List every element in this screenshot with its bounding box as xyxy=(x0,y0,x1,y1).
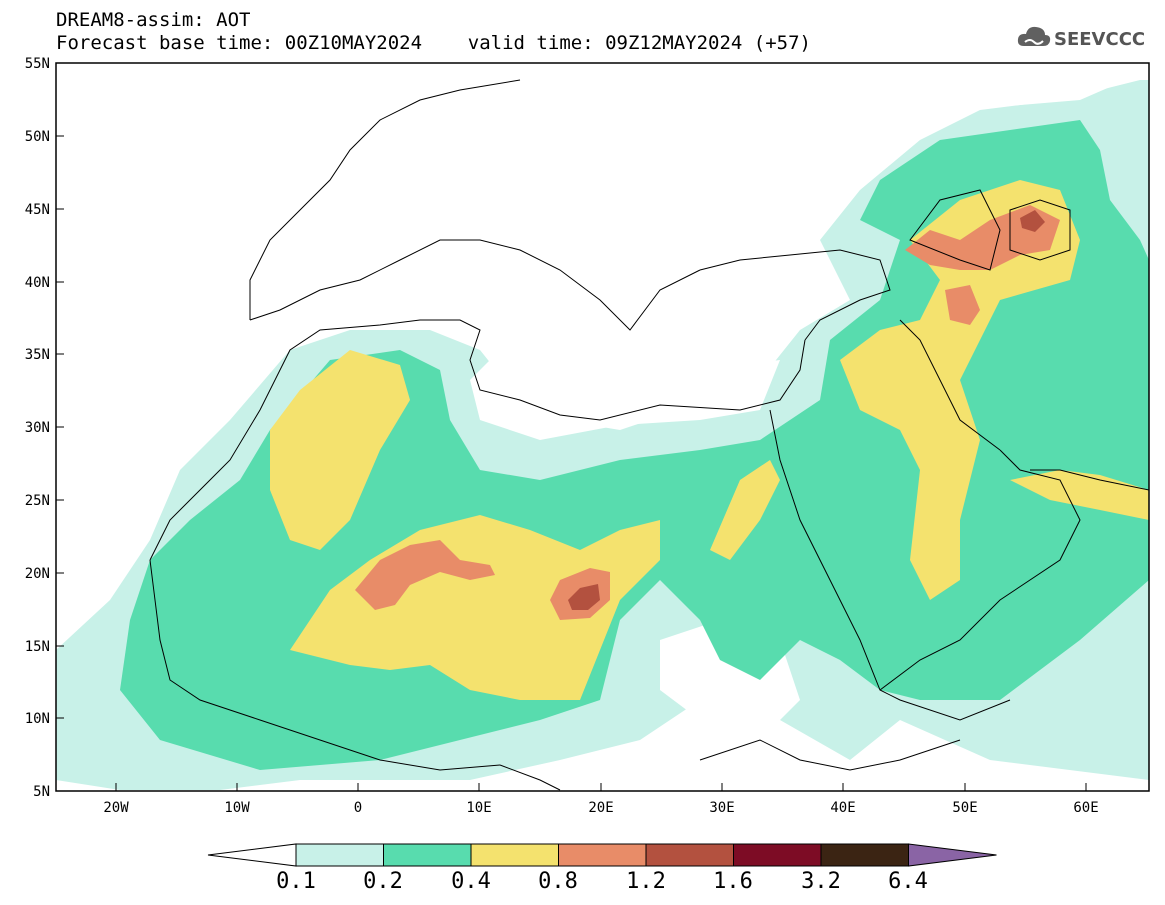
colorbar-label: 0.2 xyxy=(363,869,403,894)
lat-label-55n: 55N xyxy=(25,56,50,72)
aot-band-1.2 xyxy=(568,584,600,610)
lat-label-25n: 25N xyxy=(25,493,50,509)
title-line2: Forecast base time: 00Z10MAY2024 valid t… xyxy=(56,32,811,54)
colorbar-over-triangle xyxy=(908,843,997,867)
colorbar-label: 1.6 xyxy=(713,869,753,894)
colorbar-swatch xyxy=(470,843,559,867)
lon-label-0: 0 xyxy=(354,800,362,816)
seevccc-logo: SEEVCCC xyxy=(1016,22,1156,58)
aot-hole-mediterranean xyxy=(56,63,1149,330)
colorbar-swatch xyxy=(295,843,384,867)
lon-label-10e: 10E xyxy=(466,800,491,816)
colorbar-label: 0.8 xyxy=(538,869,578,894)
colorbar-swatch xyxy=(645,843,734,867)
lat-label-45n: 45N xyxy=(25,202,50,218)
lat-label-30n: 30N xyxy=(25,420,50,436)
lon-label-30e: 30E xyxy=(709,800,734,816)
lon-label-20w: 20W xyxy=(103,800,129,816)
lat-label-20n: 20N xyxy=(25,566,50,582)
lon-label-50e: 50E xyxy=(952,800,977,816)
colorbar-swatch xyxy=(558,843,647,867)
aot-band-0.4 xyxy=(270,350,410,550)
lon-axis: 20W 10W 0 10E 20E 30E 40E 50E 60E xyxy=(103,783,1099,816)
colorbar-label: 6.4 xyxy=(888,869,928,894)
title-line1: DREAM8-assim: AOT xyxy=(56,9,251,31)
lon-label-40e: 40E xyxy=(830,800,855,816)
colorbar-swatch xyxy=(733,843,822,867)
lat-label-5n: 5N xyxy=(33,784,50,800)
lon-label-20e: 20E xyxy=(588,800,613,816)
logo-text: SEEVCCC xyxy=(1054,29,1146,50)
colorbar xyxy=(207,843,997,867)
colorbar-label: 1.2 xyxy=(626,869,666,894)
lat-label-10n: 10N xyxy=(25,711,50,727)
lat-label-35n: 35N xyxy=(25,347,50,363)
aot-band-0.4-middle-east xyxy=(840,180,1080,600)
colorbar-label: 0.4 xyxy=(451,869,491,894)
aot-hole-north-africa xyxy=(470,360,780,440)
aot-band-0.4-redsea xyxy=(710,460,780,560)
aot-contours xyxy=(56,63,1149,790)
aot-band-0.8-iraq xyxy=(945,285,980,325)
colorbar-swatch xyxy=(820,843,909,867)
aot-band-0.8-niger xyxy=(355,540,495,610)
lat-label-15n: 15N xyxy=(25,639,50,655)
aot-band-1.2-caspian xyxy=(1020,210,1045,232)
lat-label-50n: 50N xyxy=(25,129,50,145)
colorbar-label: 3.2 xyxy=(801,869,841,894)
lat-label-40n: 40N xyxy=(25,275,50,291)
colorbar-label: 0.1 xyxy=(276,869,316,894)
lon-label-10w: 10W xyxy=(224,800,250,816)
lon-label-60e: 60E xyxy=(1073,800,1098,816)
cloud-logo-icon xyxy=(1017,26,1051,46)
colorbar-swatch xyxy=(383,843,472,867)
lat-axis: 55N 50N 45N 40N 35N 30N 25N 20N 15N 10N … xyxy=(25,56,64,800)
colorbar-under-triangle xyxy=(207,843,297,867)
coastlines xyxy=(149,79,1149,791)
